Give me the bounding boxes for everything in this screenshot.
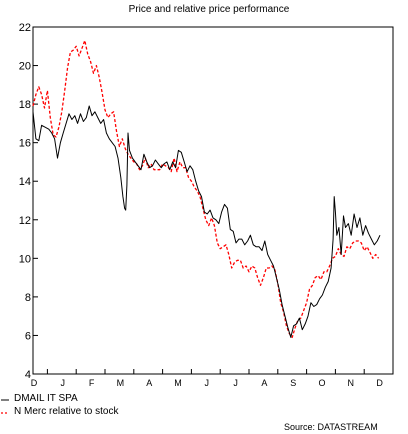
y-tick-label: 4 bbox=[25, 369, 31, 381]
plot-frame bbox=[32, 26, 394, 375]
legend: DMAIL IT SPA N Merc relative to stock bbox=[1, 393, 119, 417]
x-tick-label: J bbox=[61, 378, 66, 388]
y-tick-label: 20 bbox=[19, 61, 31, 73]
x-tick-label: D bbox=[376, 378, 383, 388]
series-line-n-merc bbox=[32, 39, 380, 339]
chart-title: Price and relative price performance bbox=[129, 4, 290, 15]
y-tick-label: 12 bbox=[19, 215, 31, 227]
x-tick-label: J bbox=[205, 378, 210, 388]
x-tick-label: N bbox=[348, 378, 355, 388]
series-line-dmail bbox=[32, 105, 381, 338]
plot-area bbox=[32, 26, 394, 375]
y-tick-label: 14 bbox=[19, 176, 31, 188]
y-axis: 4 6 8 10 12 14 16 18 20 22 bbox=[19, 22, 38, 381]
y-tick-label: 18 bbox=[19, 99, 31, 111]
source-note: Source: DATASTREAM bbox=[284, 422, 378, 432]
x-tick-label: A bbox=[261, 378, 267, 388]
x-tick-label: S bbox=[290, 378, 296, 388]
y-tick-label: 22 bbox=[19, 22, 31, 34]
legend-label-merc: N Merc relative to stock bbox=[14, 406, 119, 417]
x-tick-label: F bbox=[89, 378, 95, 388]
legend-label-dmail: DMAIL IT SPA bbox=[14, 393, 78, 404]
x-tick-label: M bbox=[117, 378, 125, 388]
y-tick-label: 6 bbox=[25, 330, 31, 342]
x-tick-label: D bbox=[31, 378, 38, 388]
y-tick-label: 8 bbox=[25, 292, 31, 304]
x-tick-label: A bbox=[146, 378, 152, 388]
x-tick-label: O bbox=[318, 378, 325, 388]
y-tick-label: 16 bbox=[19, 138, 31, 150]
x-tick-label: J bbox=[233, 378, 238, 388]
series-layer bbox=[32, 39, 381, 339]
x-tick-label: M bbox=[174, 378, 182, 388]
y-tick-label: 10 bbox=[19, 253, 31, 265]
